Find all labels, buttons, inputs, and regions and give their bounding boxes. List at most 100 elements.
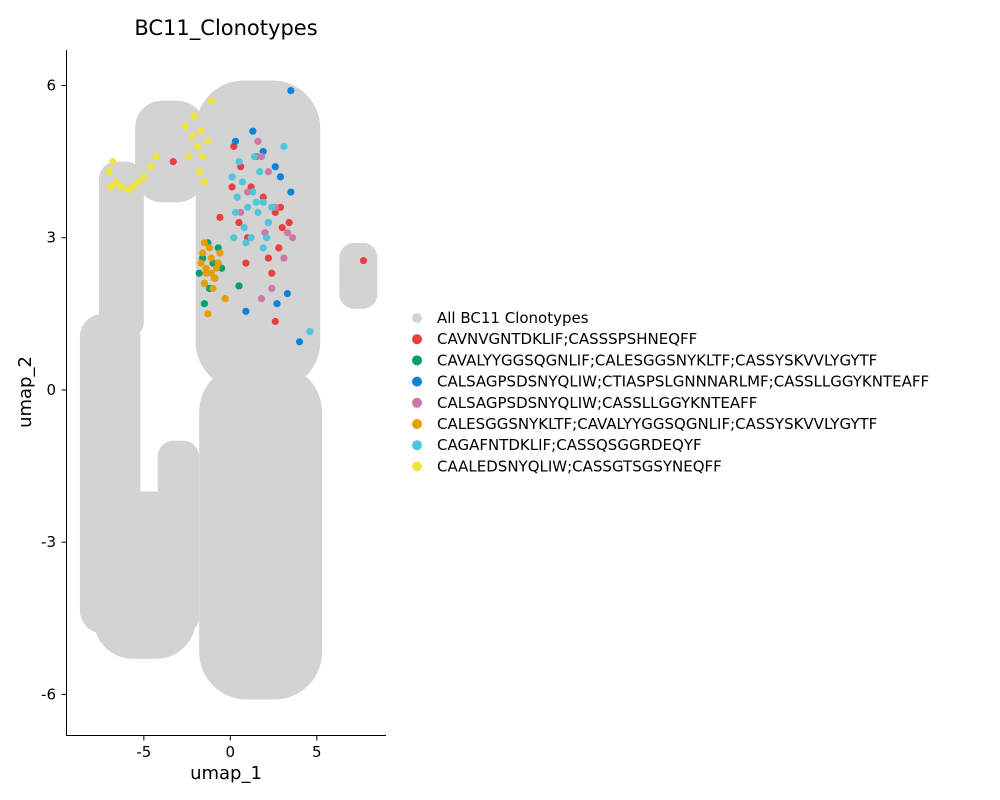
series-3 xyxy=(237,137,297,303)
point-series-0-6 xyxy=(275,244,283,252)
point-series-0-11 xyxy=(285,218,293,227)
point-series-2-0 xyxy=(287,86,295,95)
point-series-5-5 xyxy=(254,208,262,216)
point-series-4-10 xyxy=(209,284,217,293)
point-series-6-8 xyxy=(147,163,155,171)
y-axis-title: umap_2 xyxy=(15,356,36,428)
point-series-5-11 xyxy=(256,168,264,176)
x-tick-label-2: 5 xyxy=(312,743,322,761)
point-series-1-9 xyxy=(200,300,208,308)
point-series-0-8 xyxy=(216,213,224,222)
point-series-6-18 xyxy=(195,168,203,176)
point-series-4-6 xyxy=(211,274,219,282)
point-series-4-7 xyxy=(199,249,207,257)
point-series-1-8 xyxy=(235,282,243,290)
y-tick-label-3: -3 xyxy=(41,533,56,551)
point-series-2-2 xyxy=(271,163,279,171)
point-series-3-2 xyxy=(283,229,292,237)
point-series-6-3 xyxy=(117,183,125,191)
point-series-6-9 xyxy=(152,152,160,161)
point-series-3-4 xyxy=(244,188,252,196)
y-tick-label-1: 3 xyxy=(46,229,56,247)
point-series-4-9 xyxy=(214,259,222,267)
point-series-2-1 xyxy=(249,127,257,135)
legend-key-6 xyxy=(412,440,422,451)
point-series-4-14 xyxy=(200,239,208,247)
point-series-2-8 xyxy=(242,307,250,315)
x-tick-label-0: -5 xyxy=(136,743,151,761)
series-4 xyxy=(197,239,229,318)
point-series-0-10 xyxy=(264,254,272,262)
point-series-5-12 xyxy=(263,234,271,242)
y-tick-label-0: 6 xyxy=(46,77,56,95)
point-series-3-10 xyxy=(288,234,297,242)
point-series-6-14 xyxy=(181,122,189,130)
point-series-4-2 xyxy=(207,254,215,262)
point-series-6-16 xyxy=(197,127,205,135)
background-region-6 xyxy=(157,440,200,634)
point-series-3-6 xyxy=(280,254,288,262)
point-series-5-19 xyxy=(268,203,276,211)
background-region-1 xyxy=(98,161,144,340)
point-series-4-15 xyxy=(221,295,229,303)
point-series-4-5 xyxy=(205,244,214,252)
legend-key-2 xyxy=(412,355,422,366)
point-series-6-5 xyxy=(129,183,138,191)
point-series-5-17 xyxy=(242,239,250,247)
point-series-0-5 xyxy=(278,223,286,232)
point-series-5-1 xyxy=(233,193,241,201)
legend-key-1 xyxy=(412,334,422,345)
point-series-4-0 xyxy=(197,259,205,267)
chart-title: BC11_Clonotypes xyxy=(134,16,317,41)
point-series-6-0 xyxy=(105,168,113,176)
point-series-5-9 xyxy=(240,223,248,232)
point-series-0-14 xyxy=(276,203,285,211)
point-series-6-15 xyxy=(190,112,198,120)
legend-key-7 xyxy=(412,461,422,472)
point-series-6-7 xyxy=(140,173,148,181)
point-series-5-8 xyxy=(231,208,240,216)
point-series-4-12 xyxy=(207,269,215,277)
point-series-5-7 xyxy=(264,218,272,227)
legend-label-7: CAALEDSNYQLIW;CASSGTSGSYNEQFF xyxy=(437,457,722,475)
x-axis-title: umap_1 xyxy=(190,763,262,784)
point-series-2-9 xyxy=(295,338,304,346)
point-series-4-8 xyxy=(204,310,212,318)
point-series-6-21 xyxy=(200,178,208,186)
point-series-6-12 xyxy=(199,152,207,161)
point-series-3-0 xyxy=(254,137,262,145)
point-series-2-6 xyxy=(287,188,295,196)
point-series-2-10 xyxy=(273,300,281,308)
point-series-6-20 xyxy=(185,152,193,161)
y-tick-label-2: 0 xyxy=(46,381,56,399)
point-series-0-17 xyxy=(359,256,368,265)
background-region-7 xyxy=(339,242,378,309)
point-series-5-14 xyxy=(250,152,259,161)
point-series-0-4 xyxy=(271,208,279,216)
point-series-2-11 xyxy=(283,289,292,298)
point-series-4-11 xyxy=(202,264,210,272)
clonotype-points xyxy=(105,86,368,346)
legend-key-4 xyxy=(412,397,422,408)
axis-ticks: -5 0 5 6 3 0 -3 -6 xyxy=(41,77,322,761)
legend-label-3: CALSAGPSDSNYQLIW;CTIASPSLGNNNARLMF;CASSL… xyxy=(437,373,929,391)
legend: All BC11 Clonotypes CAVNVGNTDKLIF;CASSSPS… xyxy=(412,309,929,475)
point-series-2-4 xyxy=(276,173,285,181)
point-series-0-9 xyxy=(242,259,250,267)
point-series-5-0 xyxy=(228,173,236,181)
x-tick-label-1: 0 xyxy=(226,743,236,761)
point-series-1-0 xyxy=(195,269,203,277)
point-series-5-16 xyxy=(230,234,238,242)
legend-key-0 xyxy=(412,313,422,323)
background-region-4 xyxy=(199,364,322,700)
legend-label-4: CALSAGPSDSNYQLIW;CASSLLGGYKNTEAFF xyxy=(437,394,757,412)
point-series-2-3 xyxy=(231,137,240,145)
point-series-5-15 xyxy=(259,244,267,252)
series-0 xyxy=(169,142,368,326)
series-5 xyxy=(228,142,314,336)
point-series-3-5 xyxy=(268,284,276,293)
point-series-3-7 xyxy=(257,152,266,161)
point-series-5-6 xyxy=(259,198,267,206)
point-series-1-4 xyxy=(218,264,226,272)
